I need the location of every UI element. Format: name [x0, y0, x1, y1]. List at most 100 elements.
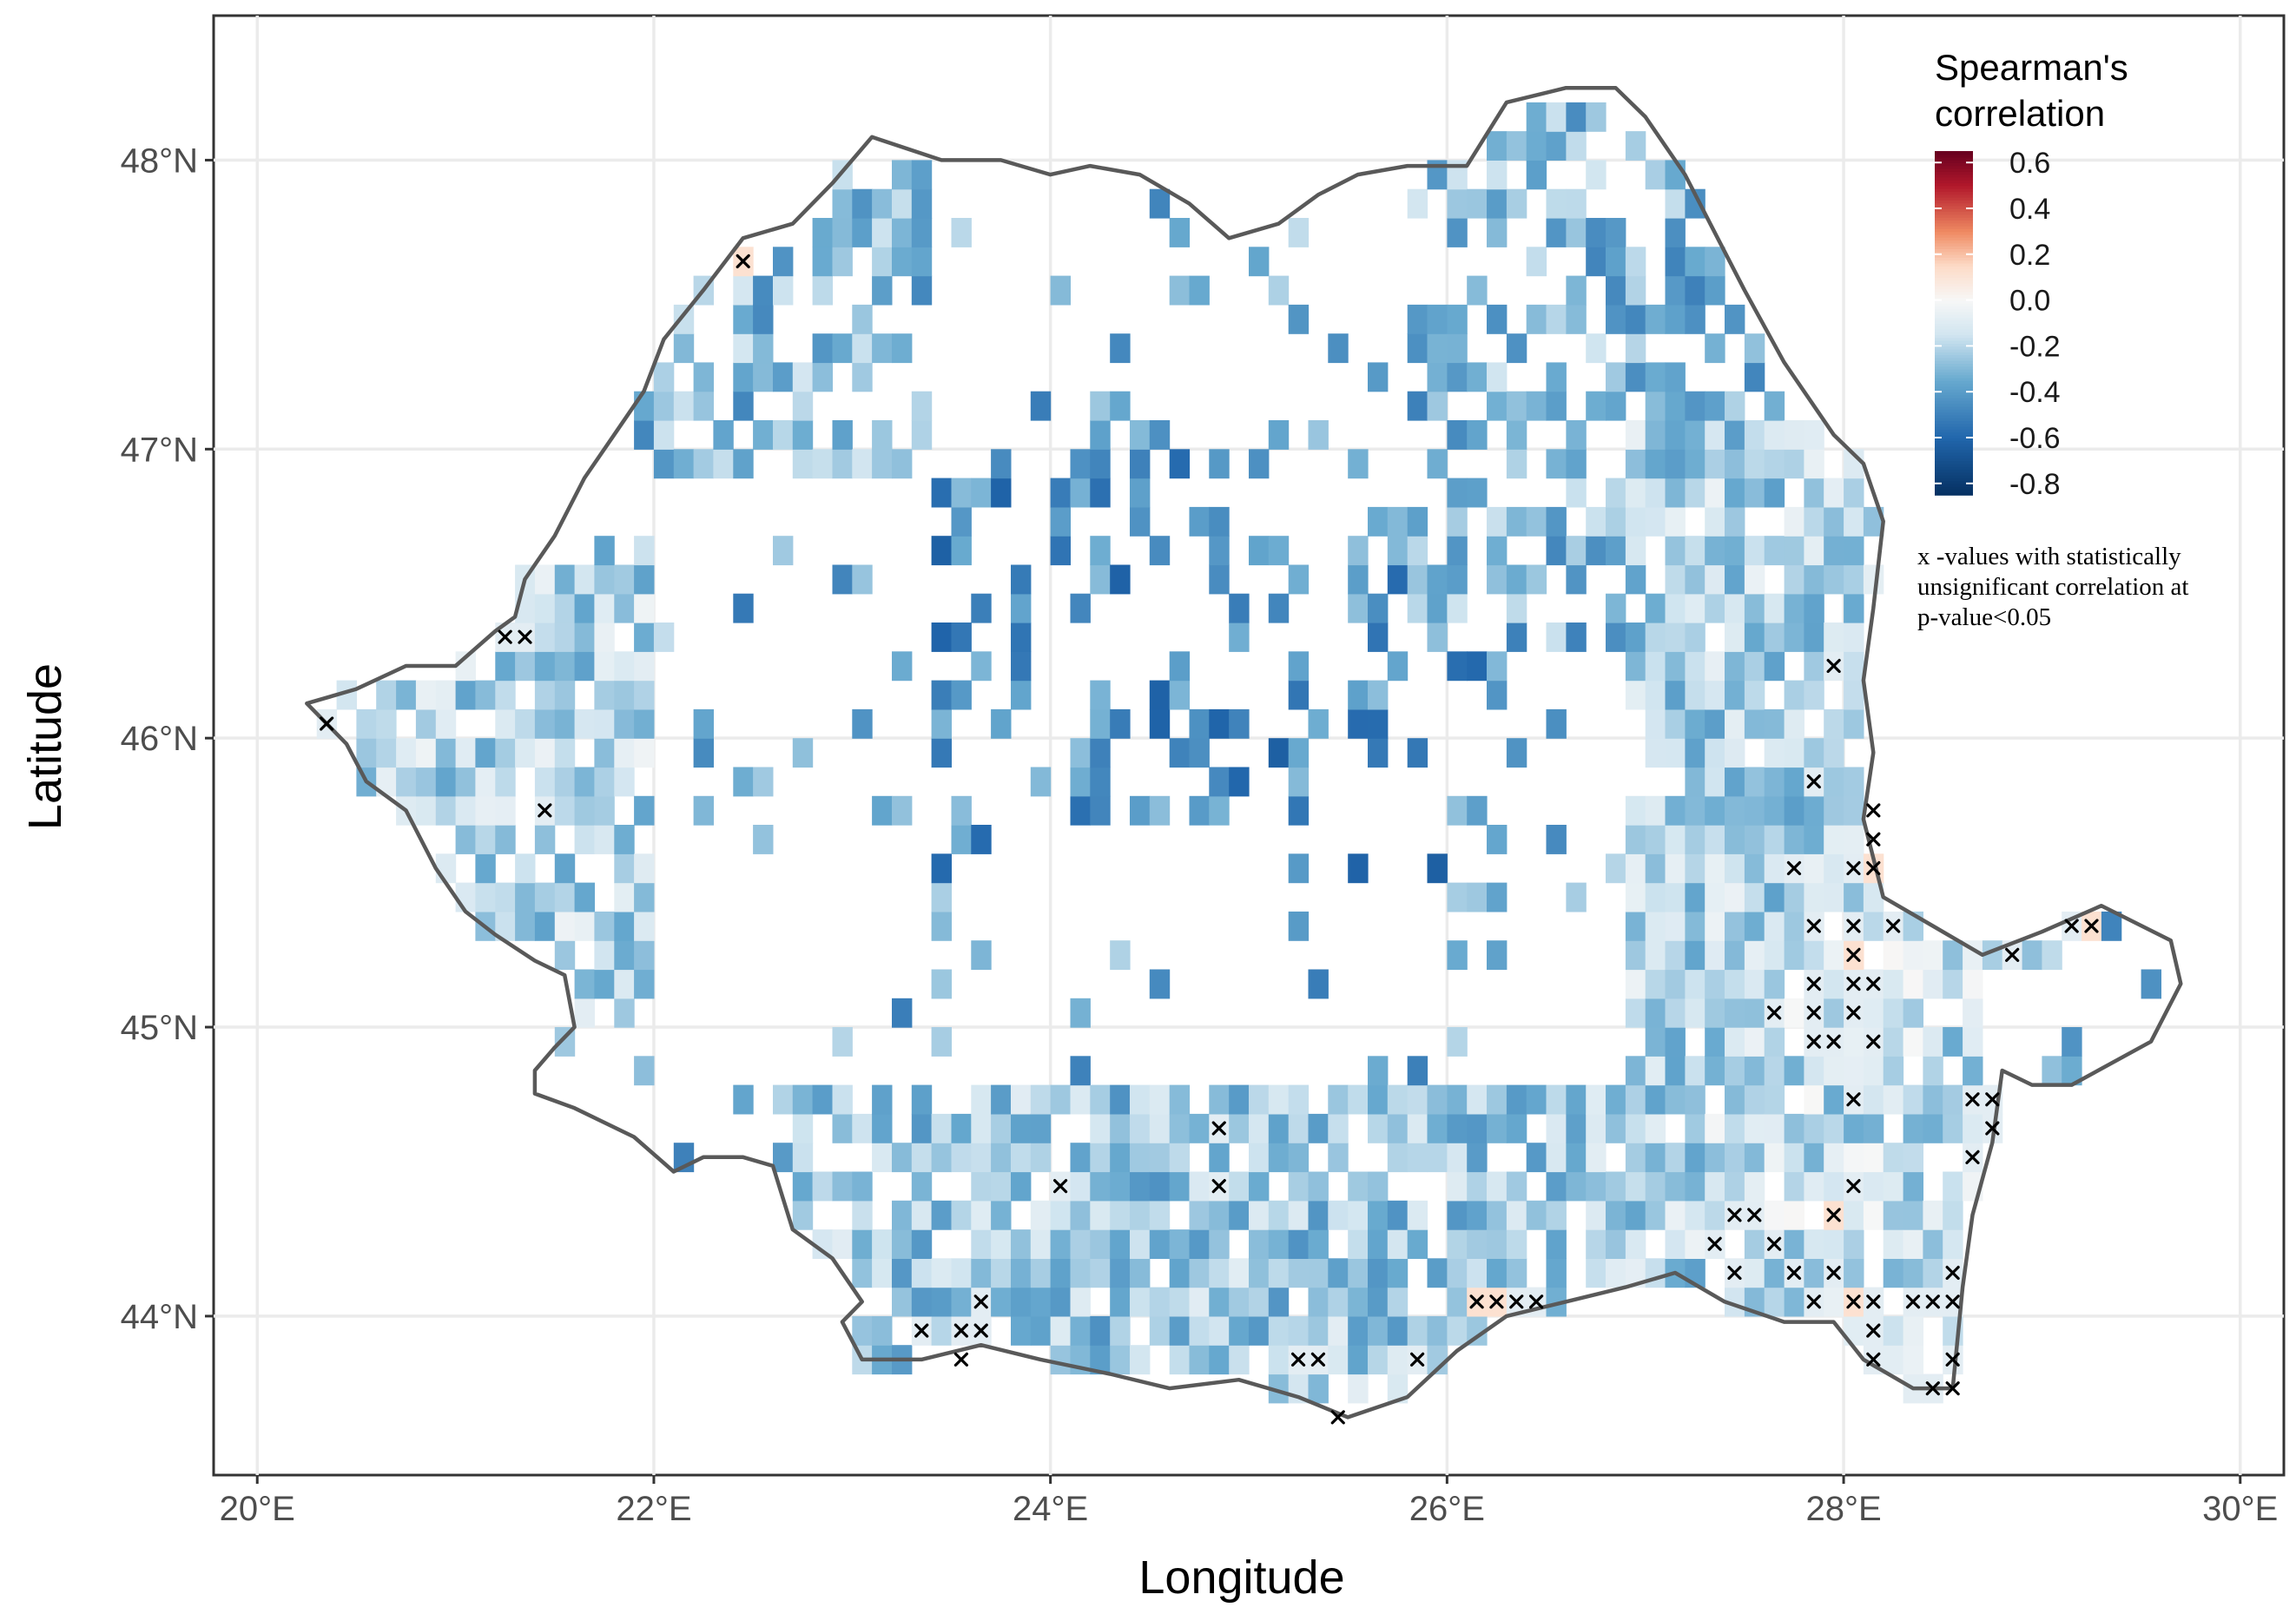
- correlation-cell: [1744, 449, 1765, 479]
- correlation-cell: [1110, 564, 1131, 595]
- legend-bar-segment: [1935, 317, 1973, 321]
- correlation-cell: [1348, 449, 1369, 479]
- correlation-cell: [1943, 1171, 1963, 1202]
- correlation-cell: [872, 1258, 893, 1288]
- legend-bar-segment: [1935, 392, 1973, 396]
- correlation-cell: [1725, 1084, 1745, 1115]
- correlation-cell: [1566, 131, 1587, 161]
- correlation-cell: [376, 708, 397, 739]
- correlation-cell: [1685, 1143, 1706, 1173]
- correlation-cell: [753, 333, 774, 364]
- insignificant-cross: [1846, 860, 1861, 876]
- correlation-cell: [1506, 623, 1527, 652]
- correlation-cell: [1725, 825, 1745, 854]
- correlation-cell: [1665, 247, 1686, 277]
- correlation-cell: [1407, 188, 1428, 219]
- correlation-cell: [693, 391, 714, 421]
- correlation-cell: [1863, 1084, 1884, 1115]
- correlation-cell: [1705, 680, 1725, 710]
- correlation-cell: [1149, 1171, 1171, 1202]
- correlation-cell: [773, 247, 794, 277]
- y-tick-label: 47°N: [121, 431, 198, 469]
- correlation-cell: [1308, 1374, 1329, 1404]
- correlation-cell: [534, 825, 556, 854]
- correlation-cell: [1725, 911, 1745, 941]
- correlation-cell: [1725, 304, 1745, 334]
- correlation-cell: [1288, 680, 1310, 710]
- correlation-cell: [931, 536, 952, 566]
- correlation-cell: [832, 247, 853, 277]
- correlation-cell: [1685, 593, 1706, 623]
- insignificant-cross: [1965, 1150, 1980, 1164]
- legend-bar-segment: [1935, 412, 1973, 416]
- correlation-cell: [931, 478, 952, 508]
- correlation-cell: [1090, 1315, 1111, 1346]
- correlation-cell: [574, 882, 595, 912]
- correlation-cell: [773, 1143, 794, 1173]
- correlation-cell: [1348, 708, 1369, 739]
- correlation-cell: [475, 825, 496, 854]
- correlation-cell: [1130, 478, 1151, 508]
- correlation-cell: [911, 1287, 933, 1317]
- correlation-cell: [1705, 1027, 1725, 1057]
- correlation-cell: [1348, 1258, 1369, 1288]
- correlation-cell: [594, 825, 615, 854]
- correlation-cell: [495, 825, 516, 854]
- correlation-cell: [1268, 1229, 1290, 1259]
- correlation-cell: [1586, 506, 1607, 537]
- correlation-cell: [1110, 1287, 1131, 1317]
- correlation-cell: [1467, 1113, 1488, 1143]
- correlation-cell: [1149, 188, 1171, 219]
- correlation-cell: [1804, 795, 1824, 826]
- correlation-cell: [1903, 1229, 1923, 1259]
- correlation-cell: [634, 420, 655, 450]
- correlation-cell: [1090, 1229, 1111, 1259]
- correlation-cell: [991, 1287, 1012, 1317]
- correlation-cell: [1149, 1200, 1171, 1230]
- correlation-cell: [1110, 940, 1131, 971]
- correlation-cell: [1645, 362, 1666, 392]
- legend-bar-segment: [1935, 454, 1973, 458]
- correlation-cell: [892, 651, 913, 682]
- correlation-cell: [1447, 1143, 1468, 1173]
- correlation-cell: [753, 420, 774, 450]
- correlation-cell: [1883, 969, 1904, 999]
- correlation-cell: [1645, 825, 1666, 854]
- correlation-cell: [1467, 1171, 1488, 1202]
- correlation-cell: [1804, 680, 1824, 710]
- correlation-cell: [693, 708, 714, 739]
- correlation-cell: [812, 1084, 833, 1115]
- correlation-cell: [1487, 651, 1508, 682]
- correlation-cell: [1130, 1143, 1151, 1173]
- legend-bar-segment: [1935, 262, 1973, 267]
- correlation-cell: [1467, 188, 1488, 219]
- correlation-cell: [1090, 1171, 1111, 1202]
- correlation-cell: [1546, 1171, 1567, 1202]
- correlation-cell: [614, 998, 635, 1028]
- correlation-cell: [1328, 333, 1349, 364]
- correlation-cell: [1804, 1143, 1824, 1173]
- correlation-cell: [852, 1113, 873, 1143]
- correlation-cell: [1487, 536, 1508, 566]
- correlation-cell: [872, 420, 893, 450]
- correlation-cell: [1249, 1171, 1270, 1202]
- correlation-cell: [634, 853, 655, 884]
- correlation-cell: [1526, 506, 1547, 537]
- correlation-cell: [832, 1027, 853, 1057]
- correlation-cell: [991, 1229, 1012, 1259]
- correlation-cell: [1288, 1171, 1310, 1202]
- correlation-cell: [1169, 218, 1191, 247]
- correlation-cell: [1844, 623, 1864, 652]
- correlation-cell: [653, 362, 675, 392]
- legend-bar-segment: [1935, 429, 1973, 433]
- correlation-cell: [1625, 420, 1646, 450]
- legend-bar-segment: [1935, 176, 1973, 181]
- correlation-cell: [475, 680, 496, 710]
- correlation-cell: [1606, 593, 1626, 623]
- correlation-cell: [1744, 1113, 1765, 1143]
- correlation-cell: [1705, 795, 1725, 826]
- correlation-cell: [1288, 304, 1310, 334]
- correlation-cell: [653, 391, 675, 421]
- legend-bar-segment: [1935, 343, 1973, 347]
- correlation-cell: [1526, 247, 1547, 277]
